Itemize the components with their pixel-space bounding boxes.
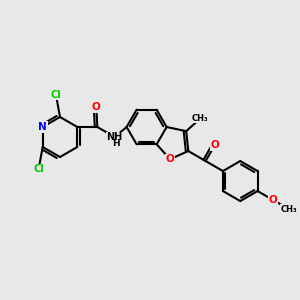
Text: N: N — [38, 122, 47, 132]
Text: O: O — [166, 154, 174, 164]
Text: Cl: Cl — [33, 164, 44, 174]
Text: O: O — [210, 140, 219, 151]
Text: O: O — [92, 102, 101, 112]
Text: Cl: Cl — [51, 90, 62, 100]
Text: CH₃: CH₃ — [280, 205, 297, 214]
Text: O: O — [269, 195, 278, 205]
Text: CH₃: CH₃ — [192, 114, 208, 123]
Text: H: H — [112, 140, 119, 148]
Text: NH: NH — [106, 132, 123, 142]
